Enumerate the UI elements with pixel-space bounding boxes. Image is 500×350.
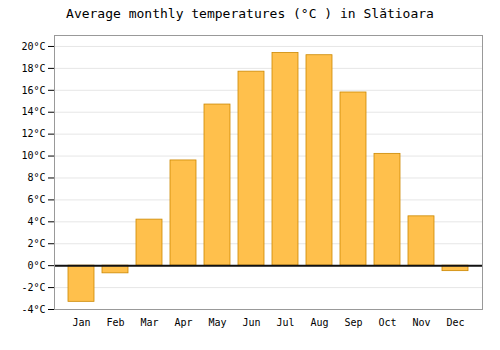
svg-text:Oct: Oct bbox=[378, 317, 396, 328]
svg-text:-4°C: -4°C bbox=[21, 304, 45, 315]
svg-text:12°C: 12°C bbox=[21, 128, 45, 139]
svg-text:Aug: Aug bbox=[310, 317, 328, 328]
svg-text:4°C: 4°C bbox=[27, 216, 45, 227]
svg-text:18°C: 18°C bbox=[21, 63, 45, 74]
svg-text:16°C: 16°C bbox=[21, 85, 45, 96]
svg-text:Sep: Sep bbox=[344, 317, 362, 328]
svg-text:0°C: 0°C bbox=[27, 260, 45, 271]
svg-text:20°C: 20°C bbox=[21, 41, 45, 52]
svg-text:Jul: Jul bbox=[276, 317, 294, 328]
svg-text:8°C: 8°C bbox=[27, 172, 45, 183]
svg-text:Dec: Dec bbox=[446, 317, 464, 328]
svg-text:10°C: 10°C bbox=[21, 150, 45, 161]
html-text:Average monthly temperatures (: Average monthly temperatures (°C ) in Sl… bbox=[66, 6, 434, 21]
svg-text:Feb: Feb bbox=[106, 317, 124, 328]
svg-text:Mar: Mar bbox=[140, 317, 158, 328]
svg-text:-2°C: -2°C bbox=[21, 282, 45, 293]
svg-text:14°C: 14°C bbox=[21, 106, 45, 117]
svg-text:2°C: 2°C bbox=[27, 238, 45, 249]
svg-text:May: May bbox=[208, 317, 226, 328]
svg-text:6°C: 6°C bbox=[27, 194, 45, 205]
svg-text:Nov: Nov bbox=[412, 317, 430, 328]
svg-text:Jun: Jun bbox=[242, 317, 260, 328]
svg-text:Apr: Apr bbox=[174, 317, 192, 328]
svg-text:Jan: Jan bbox=[72, 317, 90, 328]
